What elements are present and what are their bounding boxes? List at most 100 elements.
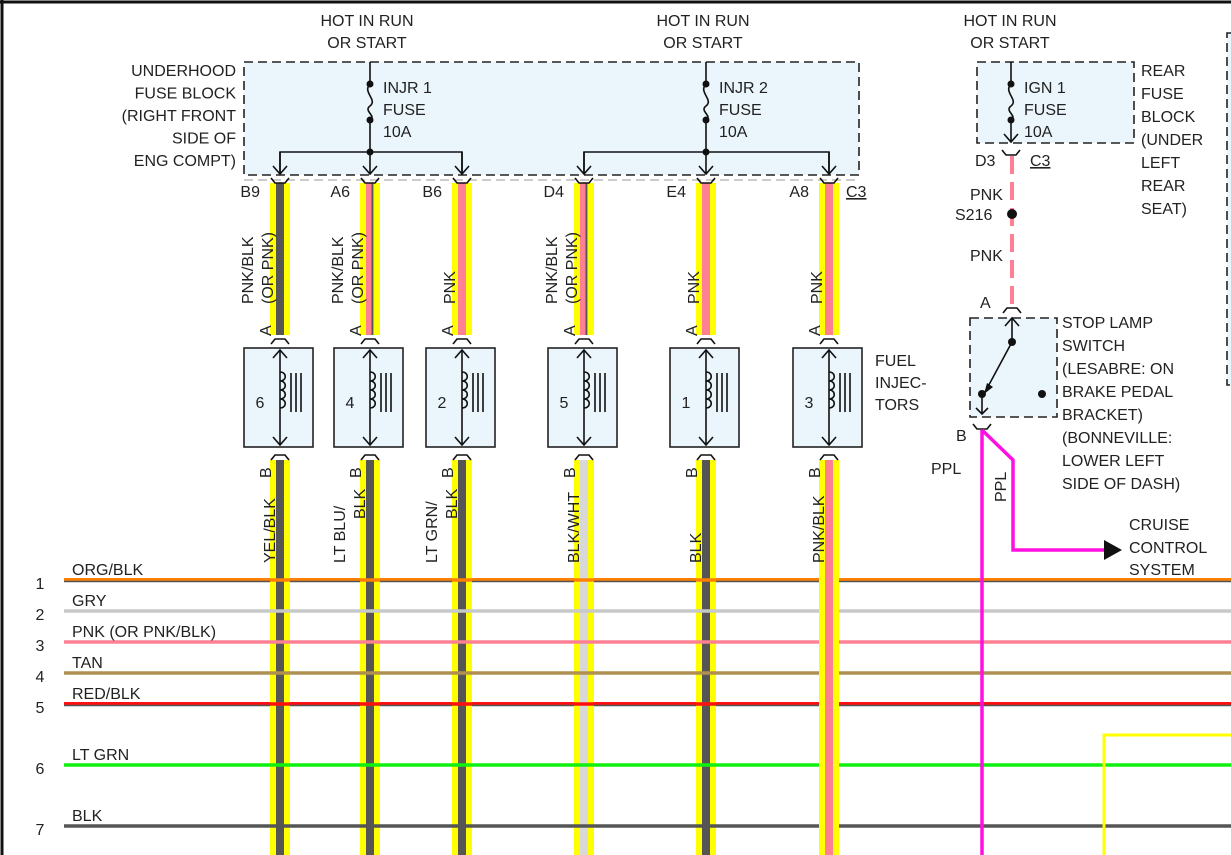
terminal-label: A [807, 325, 824, 336]
switch-arrow [984, 383, 993, 394]
injector-lead [454, 348, 470, 447]
wire-label: LT BLU/ [332, 505, 349, 563]
injector-box [792, 347, 863, 448]
power-label: HOT IN RUN [320, 13, 413, 30]
wire-label: ORG/BLK [72, 562, 143, 579]
connector-symbol [819, 177, 839, 184]
power-label: OR START [663, 35, 743, 52]
label-line: SIDE OF DASH) [1062, 476, 1180, 493]
connector-symbol [696, 454, 716, 461]
fuse-rating: 10A [383, 124, 412, 141]
stop-lamp-switch: A B STOP LAMP SWITCH (LESABRE: ON BRAKE PED… [956, 295, 1180, 493]
pin-label: B9 [240, 184, 260, 201]
core-icon [594, 373, 606, 412]
underhood-fuse-block: UNDERHOOD FUSE BLOCK (RIGHT FRONT SIDE OF EN… [122, 61, 867, 201]
label-line: SIDE OF [172, 131, 236, 148]
injector-5-circuit: 5 D4 A B PNK/BLK (OR PNK) BLK/WHT [544, 177, 618, 855]
connector-symbol [452, 454, 472, 461]
terminal-label: A [348, 325, 365, 336]
injector-1-circuit: 1 E4 A B PNK BLK [666, 177, 740, 855]
line-number: 2 [36, 607, 45, 624]
label-line: BRACKET) [1062, 407, 1143, 424]
label-line: (BONNEVILLE: [1062, 430, 1172, 447]
fuse-block-outline [976, 61, 1135, 144]
wire-label: BLK/WHT [566, 492, 583, 563]
wire-label: PPL [931, 461, 961, 478]
injector-lead [362, 348, 378, 447]
terminal-label: B [348, 467, 365, 478]
line-number: 4 [36, 669, 45, 686]
wire-label: PNK/BLK [544, 236, 561, 304]
injector-4-circuit: 4 A6 A B PNK/BLK (OR PNK) LT BLU/BLK [330, 177, 404, 855]
power-label: HOT IN RUN [656, 13, 749, 30]
control-wire [825, 460, 833, 855]
feed-wire [366, 183, 374, 335]
wire-label: BLK [72, 808, 103, 825]
label-line: FUSE [1141, 86, 1184, 103]
terminal-label: B [807, 467, 824, 478]
injector-number: 2 [438, 395, 447, 412]
fuse-lead [1003, 62, 1019, 144]
fuse-type: FUSE [1024, 102, 1067, 119]
core-icon [290, 373, 302, 412]
fuse-name: INJR 1 [383, 80, 432, 97]
injector-box [425, 347, 496, 448]
cruise-control-label: CRUISE CONTROL SYSTEM [1129, 517, 1207, 579]
control-wire [580, 460, 588, 855]
label-line: CRUISE [1129, 517, 1189, 534]
label-line: REAR [1141, 63, 1185, 80]
injector-lead [576, 348, 592, 447]
injector-box [547, 347, 618, 448]
connector-symbol [452, 338, 472, 345]
label-line: (UNDER [1141, 132, 1203, 149]
injector-2-circuit: 2 B6 A B PNK LT GRN/BLK [422, 177, 496, 855]
feed-wire [702, 183, 710, 335]
bus-line-7: 7 BLK [36, 808, 1231, 839]
junction-dot [1007, 116, 1015, 124]
power-label: HOT IN RUN [963, 13, 1056, 30]
wire-label: PNK/BLK [240, 236, 257, 304]
arrow-down-icon [576, 152, 592, 176]
fuel-injectors-label: FUEL INJEC- TORS [875, 353, 927, 414]
coil-icon [583, 371, 591, 409]
injector-box [243, 347, 314, 448]
fuse-block-label: UNDERHOOD FUSE BLOCK (RIGHT FRONT SIDE OF EN… [122, 63, 237, 170]
label-line: BLOCK [1141, 109, 1196, 126]
junction-dot [366, 116, 374, 124]
terminal-label: A [684, 325, 701, 336]
fuse-icon [702, 83, 710, 121]
injector-number: 3 [805, 395, 814, 412]
arrow-down-icon [362, 152, 378, 176]
label-line: INJEC- [875, 375, 927, 392]
bus-line-2: 2 GRY [36, 593, 1231, 624]
terminal-label: A [258, 325, 275, 336]
connector-symbol [270, 338, 290, 345]
line-number: 6 [36, 761, 45, 778]
partial-component-box [1226, 32, 1231, 386]
bus-line-6: 6 LT GRN [36, 747, 1231, 778]
core-icon [472, 373, 484, 412]
coil-icon [369, 371, 377, 409]
wire-label: PNK [442, 271, 459, 304]
contact-dot [978, 390, 986, 398]
injector-6-circuit: 6 B9 A B PNK/BLK (OR PNK) YEL/BLK [240, 177, 314, 855]
label-line: (RIGHT FRONT [122, 108, 237, 125]
fuse-rating: 10A [1024, 124, 1053, 141]
connector-symbol [696, 177, 716, 184]
control-wire [702, 460, 710, 855]
label-line: BRAKE PEDAL [1062, 384, 1173, 401]
wire-label: BLK [444, 488, 461, 519]
label-line: FUEL [875, 353, 916, 370]
arrow-down-icon [821, 152, 837, 176]
wire-label: LT GRN [72, 747, 129, 764]
wire-label: GRY [72, 593, 107, 610]
label-line: STOP LAMP [1062, 315, 1153, 332]
terminal-label: A [562, 325, 579, 336]
wire-label: LT GRN/ [424, 501, 441, 563]
splice-dot [1007, 209, 1017, 219]
terminal-label: A [980, 295, 991, 312]
power-source-1: HOT IN RUN OR START [320, 13, 413, 52]
coil-icon [461, 371, 469, 409]
rear-fuse-block: IGN 1 FUSE 10A REARFUSEBLOCK(UNDERLEFTRE… [955, 61, 1203, 306]
